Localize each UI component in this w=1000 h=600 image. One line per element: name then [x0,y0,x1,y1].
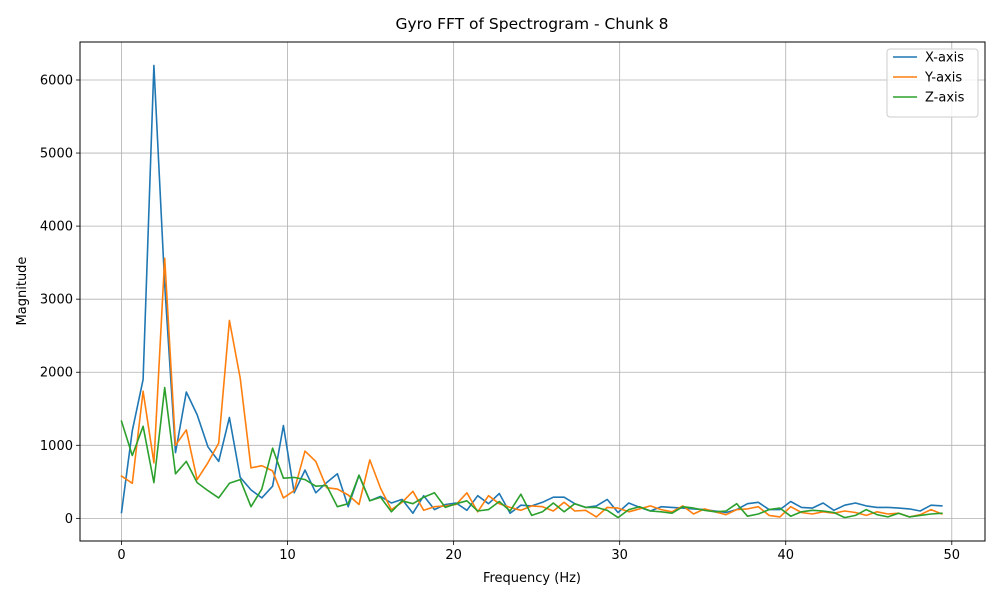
series-line-z-axis [120,386,943,519]
y-tick-label: 2000 [40,366,73,381]
series-layer [120,64,943,519]
x-tick-label: 40 [777,548,794,563]
x-tick-label: 10 [279,548,296,563]
y-tick-label: 0 [65,512,73,527]
x-ticks: 0 10 20 30 40 50 [117,541,960,563]
legend-label: Y-axis [924,71,962,86]
y-tick-label: 1000 [40,439,73,454]
y-tick-label: 5000 [40,147,73,162]
plot-frame [79,41,986,542]
legend-label: Z-axis [925,91,965,106]
y-tick-label: 6000 [40,73,73,88]
x-tick-label: 50 [944,548,961,563]
y-ticks: 0 1000 2000 3000 4000 5000 6000 [40,73,80,527]
series-line-y-axis [120,257,943,518]
y-tick-label: 4000 [40,220,73,235]
x-tick-label: 30 [611,548,628,563]
grid [80,42,985,541]
x-tick-label: 20 [445,548,462,563]
chart-title: Gyro FFT of Spectrogram - Chunk 8 [395,15,668,33]
legend: X-axis Y-axis Z-axis [886,48,979,118]
x-axis-label: Frequency (Hz) [483,571,581,586]
y-axis-label: Magnitude [15,257,30,326]
legend-box [886,48,979,118]
x-tick-label: 0 [117,548,125,563]
y-tick-label: 3000 [40,293,73,308]
legend-label: X-axis [925,51,964,66]
